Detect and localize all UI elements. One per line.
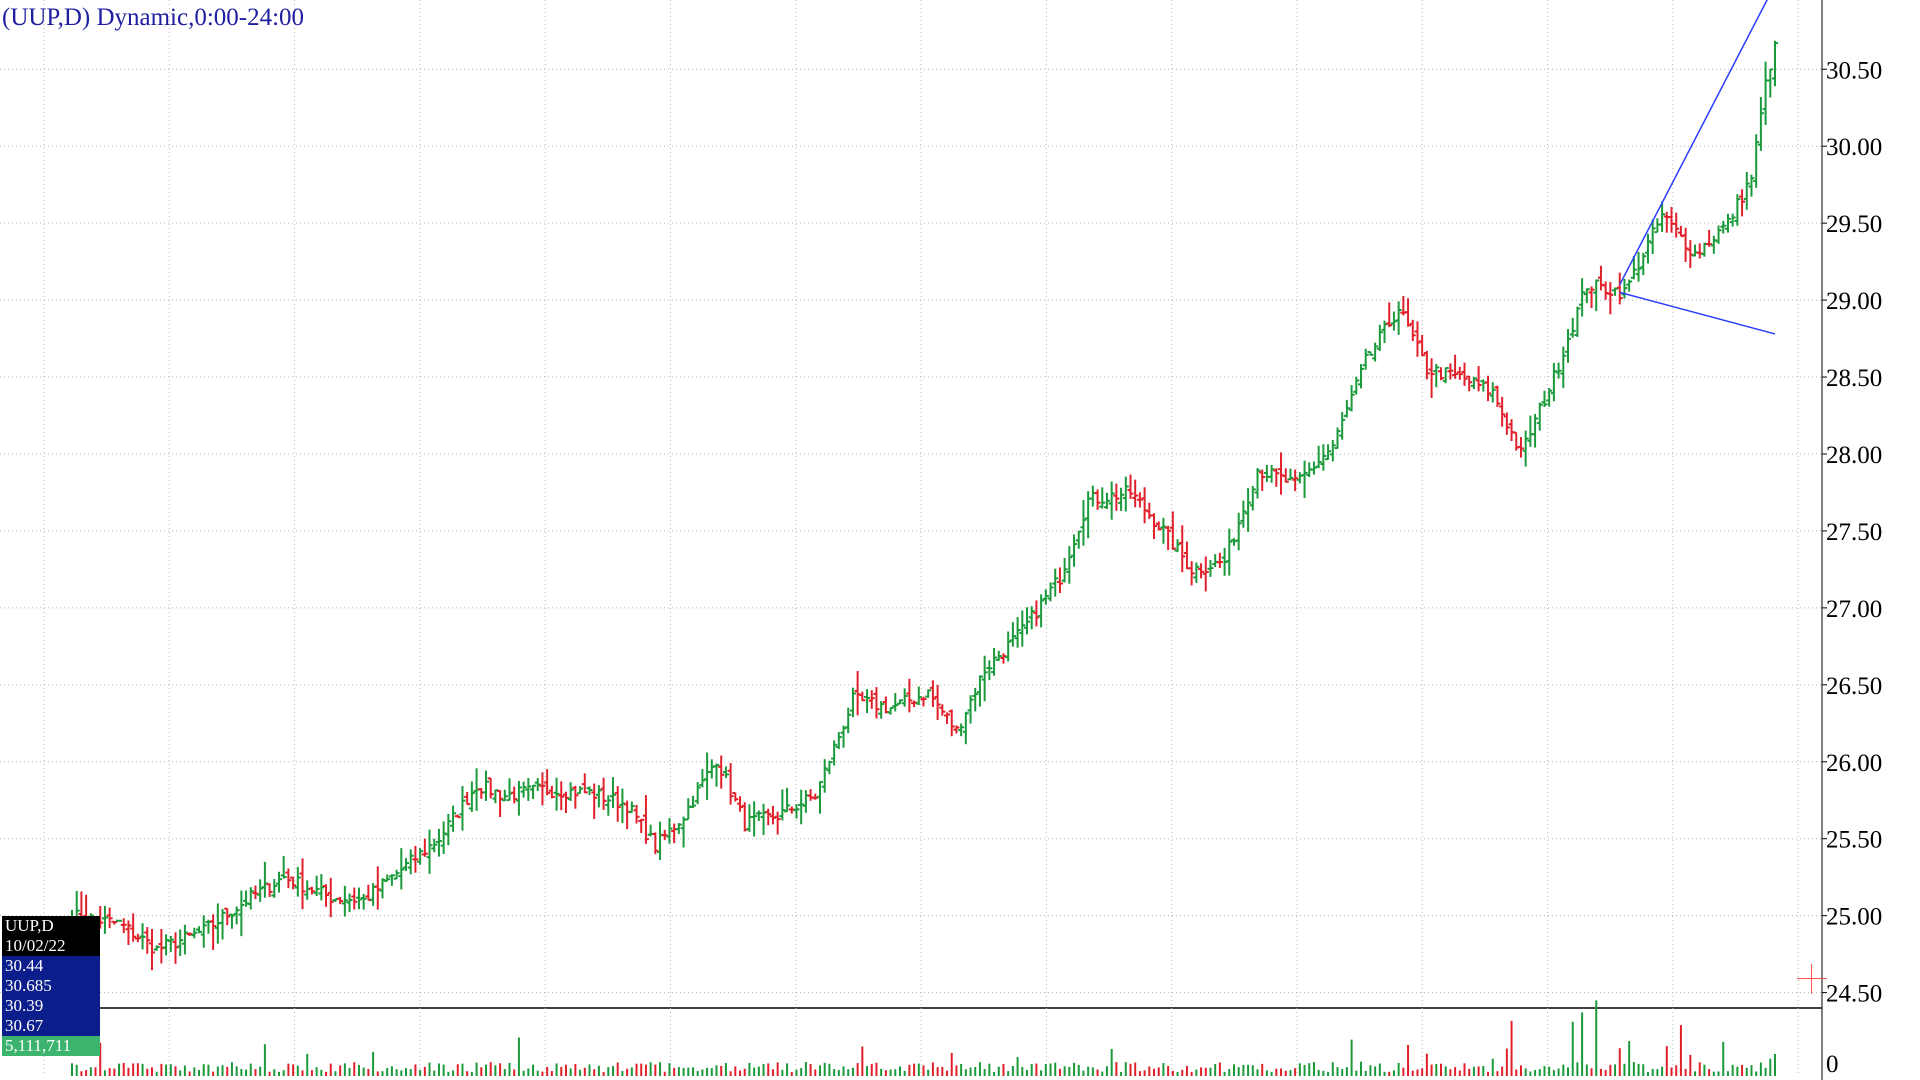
trendlines[interactable] <box>1619 0 1776 335</box>
data-symbol: UUP,D <box>2 916 100 936</box>
axis-tick-label: 26.00 <box>1826 750 1882 777</box>
trendline <box>1619 0 1768 286</box>
axis-tick-label: 27.50 <box>1826 519 1882 546</box>
chart-title: (UUP,D) Dynamic,0:00-24:00 <box>2 4 305 31</box>
data-date: 10/02/22 <box>2 936 100 956</box>
price-bars <box>69 40 1778 971</box>
axis-tick-label: 27.00 <box>1826 596 1882 623</box>
crosshair-cursor <box>1797 964 1827 994</box>
data-close: 30.67 <box>2 1016 100 1036</box>
axis-tick-label: 25.50 <box>1826 827 1882 854</box>
axis-tick-label: 28.00 <box>1826 442 1882 469</box>
axis-tick-label: 25.00 <box>1826 904 1882 931</box>
data-open: 30.44 <box>2 956 100 976</box>
price-axis: 24.50 25.00 25.50 26.00 26.50 27.00 27.50 28.00… <box>1822 57 1882 1078</box>
axis-tick-label: 28.50 <box>1826 365 1882 392</box>
data-volume: 5,111,711 <box>2 1036 100 1056</box>
axis-tick-label: 30.00 <box>1826 134 1882 161</box>
trendline <box>1619 291 1776 335</box>
data-high: 30.685 <box>2 976 100 996</box>
axis-tick-label: 29.00 <box>1826 288 1882 315</box>
axis-tick-label: 24.50 <box>1826 981 1882 1008</box>
data-low: 30.39 <box>2 996 100 1016</box>
axis-tick-label: 26.50 <box>1826 673 1882 700</box>
volume-bars <box>71 1000 1776 1076</box>
axis-tick-label: 29.50 <box>1826 211 1882 238</box>
axis-tick-label: 30.50 <box>1826 57 1882 84</box>
data-window: UUP,D 10/02/22 30.44 30.685 30.39 30.67 … <box>2 916 100 1056</box>
volume-axis-label: 0 <box>1826 1051 1839 1078</box>
